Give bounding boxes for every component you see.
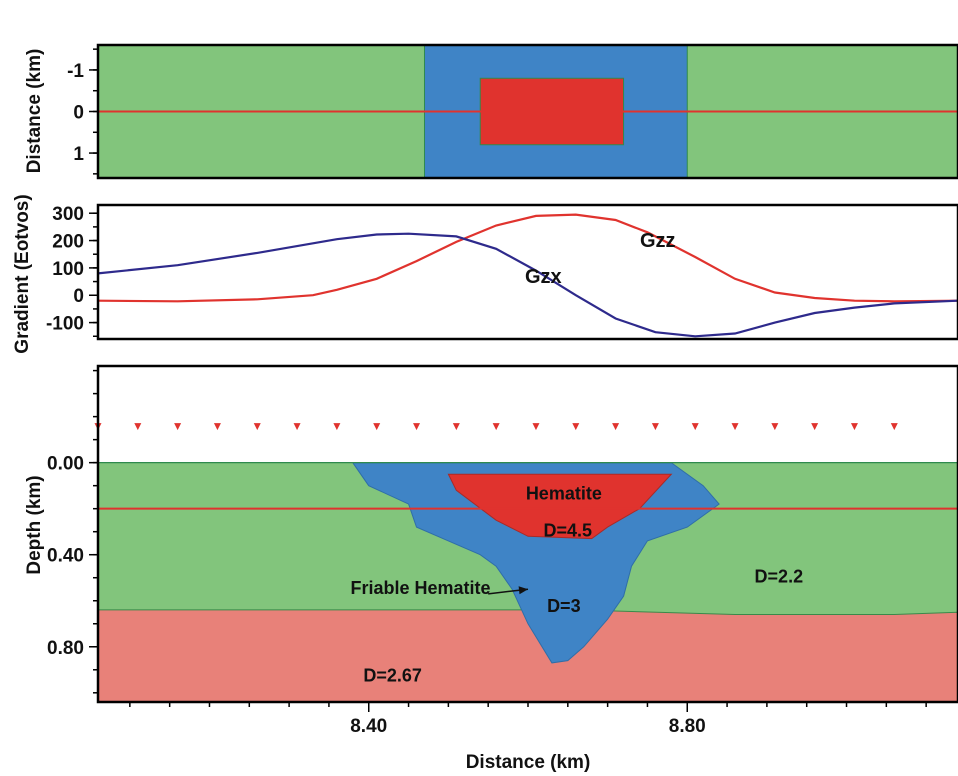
station-marker <box>731 423 739 431</box>
station-marker <box>612 423 620 431</box>
station-marker <box>850 423 858 431</box>
gradient-panel: 300 200 100 0 -100 Gradient (Eotvos) Gzz Gzx <box>12 194 958 354</box>
distance-tick-label: 8.80 <box>669 716 706 737</box>
gradient-frame <box>96 203 958 341</box>
plan-view-y-axis-label: Distance (km) <box>24 49 45 174</box>
station-marker <box>174 423 182 431</box>
cross-section-y-ticks: 0.00 0.40 0.80 <box>47 369 98 694</box>
plan-y-tick-label: 0 <box>73 103 84 124</box>
annotation-density-basement: D=2.67 <box>363 665 422 685</box>
station-marker <box>691 423 699 431</box>
cross-section-y-axis-label: Depth (km) <box>24 475 45 574</box>
station-marker <box>771 423 779 431</box>
station-marker <box>651 423 659 431</box>
series-line-gzz <box>97 213 958 303</box>
plan-y-tick-label: -1 <box>67 61 84 82</box>
gradient-y-tick-label: 300 <box>52 204 84 225</box>
station-marker <box>134 423 142 431</box>
series-label-gzx: Gzx <box>525 266 562 288</box>
station-marker <box>413 423 421 431</box>
series-line-gzx <box>97 232 958 338</box>
station-marker <box>532 423 540 431</box>
station-marker <box>333 423 341 431</box>
annotation-hematite: Hematite <box>526 483 602 503</box>
gradient-y-tick-label: 200 <box>52 232 84 253</box>
station-marker <box>253 423 261 431</box>
station-marker <box>293 423 301 431</box>
cross-section-panel: 0.00 0.40 0.80 8.40 8.80 Hematite D=4.5 Friab… <box>24 364 958 773</box>
gradient-y-axis-label: Gradient (Eotvos) <box>12 194 33 353</box>
station-marker <box>811 423 819 431</box>
plan-view-panel: -1 0 1 Distance (km) <box>24 43 958 180</box>
cross-section-annotations: Hematite D=4.5 Friable Hematite D=3 D=2.2 D=2… <box>350 483 803 685</box>
cross-section-bodies <box>97 462 958 703</box>
annotation-density-host: D=2.2 <box>755 566 804 586</box>
station-marker <box>572 423 580 431</box>
friable-hematite-arrow-head <box>518 586 528 595</box>
plan-y-tick-label: 1 <box>73 144 84 165</box>
station-marker <box>373 423 381 431</box>
depth-tick-label: 0.00 <box>47 454 84 475</box>
gradient-series-lines <box>97 213 958 338</box>
annotation-density-hematite: D=4.5 <box>544 520 593 540</box>
gradient-y-tick-label: 0 <box>73 286 84 307</box>
x-axis-label: Distance (km) <box>466 752 591 773</box>
hematite-body <box>447 473 673 540</box>
distance-tick-label: 8.40 <box>350 716 387 737</box>
gradient-y-tick-label: -100 <box>46 314 84 335</box>
station-marker <box>492 423 500 431</box>
annotation-density-friable: D=3 <box>547 596 581 616</box>
gradient-y-tick-label: 100 <box>52 259 84 280</box>
series-label-gzz: Gzz <box>640 230 676 252</box>
station-marker <box>213 423 221 431</box>
depth-tick-label: 0.40 <box>47 546 84 567</box>
station-marker <box>452 423 460 431</box>
annotation-friable-hematite: Friable Hematite <box>350 578 490 598</box>
cross-section-x-ticks: 8.40 8.80 <box>129 702 927 737</box>
cross-section-stations <box>94 423 898 431</box>
gradient-plot-area <box>98 205 958 339</box>
plan-view-y-ticks: -1 0 1 <box>67 48 98 175</box>
gradient-y-ticks: 300 200 100 0 -100 <box>46 204 98 338</box>
station-marker <box>890 423 898 431</box>
depth-tick-label: 0.80 <box>47 638 84 659</box>
